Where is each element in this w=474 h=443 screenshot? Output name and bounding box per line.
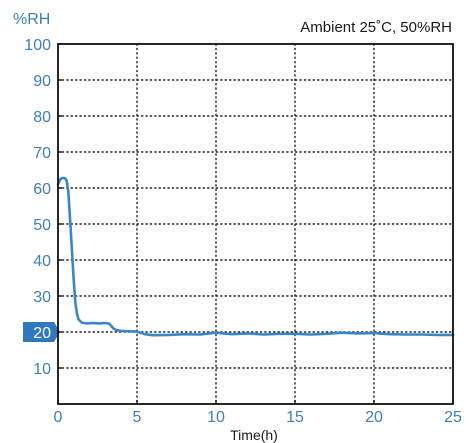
x-tick-label: 20 — [365, 409, 383, 426]
x-tick-label: 15 — [286, 409, 304, 426]
y-tick-label: 30 — [33, 289, 51, 306]
grid-lines — [57, 43, 454, 405]
x-axis-label: Time(h) — [230, 427, 278, 443]
x-tick-label: 25 — [444, 409, 462, 426]
tick-labels: 10 20 30 40 50 60 70 80 90 100 0 5 10 15 20 25 — [24, 37, 462, 426]
x-tick-label: 10 — [207, 409, 225, 426]
highlighted-tick-group — [23, 322, 60, 342]
series-line — [56, 176, 455, 337]
y-tick-label: 10 — [33, 361, 51, 378]
highlight-marker — [23, 322, 60, 342]
series-group — [56, 176, 455, 337]
x-tick-label: 5 — [133, 409, 142, 426]
y-tick-label: 100 — [24, 37, 51, 54]
x-tick-label: 0 — [54, 409, 63, 426]
y-axis-label: %RH — [13, 11, 50, 28]
y-tick-label: 40 — [33, 253, 51, 270]
chart-title: Ambient 25˚C, 50%RH — [300, 19, 452, 36]
y-tick-label: 80 — [33, 109, 51, 126]
y-tick-label: 90 — [33, 73, 51, 90]
y-tick-label: 60 — [33, 181, 51, 198]
y-tick-label: 70 — [33, 145, 51, 162]
y-tick-label: 50 — [33, 217, 51, 234]
y-tick-label-highlighted: 20 — [33, 325, 51, 342]
axes — [57, 43, 454, 405]
